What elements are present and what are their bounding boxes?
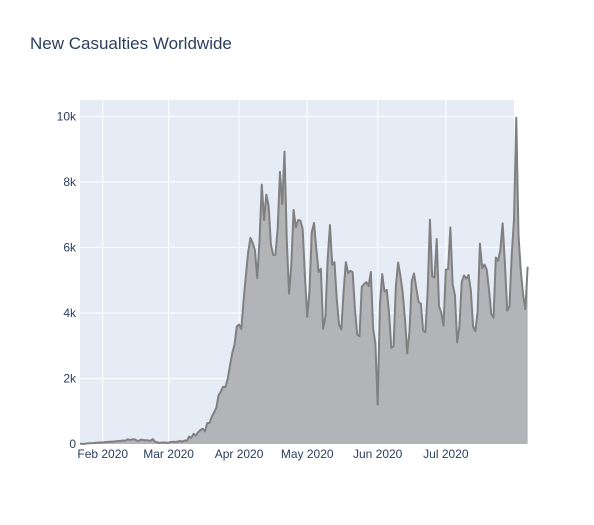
y-axis-tick-labels: 0 2k 4k 6k 8k 10k bbox=[57, 109, 77, 451]
x-tick-label: Jun 2020 bbox=[353, 447, 403, 461]
series-line bbox=[79, 116, 529, 445]
y-tick-label: 4k bbox=[63, 306, 77, 320]
y-tick-label: 6k bbox=[63, 240, 77, 254]
y-tick-label: 0 bbox=[69, 437, 76, 451]
series-area-fill bbox=[80, 117, 528, 444]
x-tick-label: Jul 2020 bbox=[423, 447, 469, 461]
x-tick-label: Feb 2020 bbox=[77, 447, 128, 461]
chart-title: New Casualties Worldwide bbox=[30, 34, 232, 53]
y-tick-label: 10k bbox=[57, 109, 77, 123]
x-tick-label: May 2020 bbox=[281, 447, 334, 461]
y-tick-label: 2k bbox=[63, 371, 77, 385]
x-axis-tick-labels: Feb 2020 Mar 2020 Apr 2020 May 2020 Jun 2020… bbox=[77, 447, 468, 461]
y-tick-label: 8k bbox=[63, 175, 77, 189]
x-tick-label: Mar 2020 bbox=[143, 447, 194, 461]
x-tick-label: Apr 2020 bbox=[215, 447, 264, 461]
